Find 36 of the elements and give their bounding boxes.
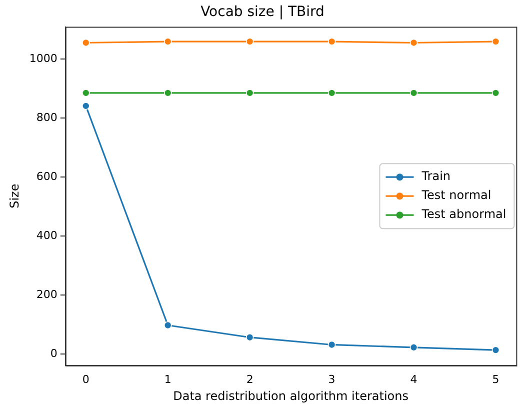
x-tick-label: 5 (492, 372, 500, 386)
point (82, 89, 90, 97)
point (492, 38, 500, 46)
y-tick-label: 600 (36, 170, 58, 183)
point (82, 102, 90, 110)
x-tick-label: 3 (328, 372, 336, 386)
point (246, 333, 254, 342)
point (164, 38, 172, 46)
point (246, 38, 254, 46)
point (410, 38, 418, 47)
point (492, 89, 500, 97)
y-tick-label: 200 (36, 288, 58, 301)
x-tick-label: 0 (82, 372, 90, 386)
point (410, 343, 418, 352)
legend-label: Train (420, 169, 451, 184)
point (246, 89, 254, 97)
x-tick-label: 2 (246, 372, 254, 386)
point (328, 89, 336, 97)
x-axis-title: Data redistribution algorithm iterations (173, 388, 408, 403)
point (164, 89, 172, 97)
point (328, 38, 336, 46)
point (410, 89, 418, 97)
y-axis-title: Size (7, 184, 22, 208)
x-tick-label: 4 (410, 372, 418, 386)
legend-label: Test abnormal (420, 207, 506, 222)
y-tick-label: 1000 (29, 52, 58, 65)
y-tick-label: 800 (36, 110, 58, 124)
legend-label: Test normal (420, 188, 492, 202)
x-tick-label: 1 (164, 372, 172, 386)
point (328, 340, 336, 349)
point (82, 38, 90, 47)
point (164, 321, 172, 330)
chart-title: Vocab size | TBird (200, 4, 324, 20)
y-tick-label: 0 (50, 347, 58, 360)
y-tick-label: 400 (36, 228, 58, 242)
point (492, 346, 500, 354)
